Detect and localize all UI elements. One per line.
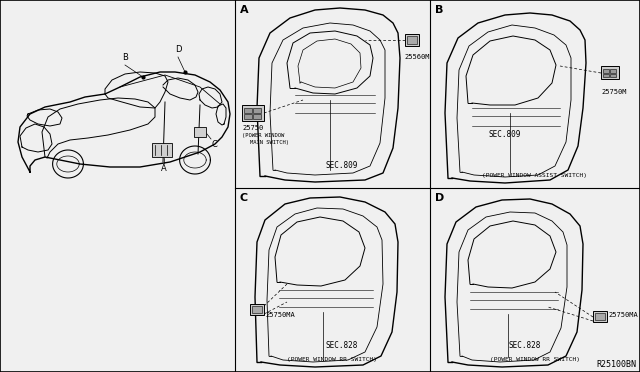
Bar bbox=[242, 105, 264, 121]
Bar bbox=[603, 74, 609, 77]
Bar bbox=[252, 306, 262, 313]
Bar bbox=[407, 36, 417, 44]
Text: SEC.828: SEC.828 bbox=[509, 341, 541, 350]
Text: SEC.828: SEC.828 bbox=[326, 341, 358, 350]
Bar bbox=[250, 304, 264, 315]
Text: (POWER WINDOW RR SWITCH): (POWER WINDOW RR SWITCH) bbox=[490, 357, 580, 362]
Text: SEC.809: SEC.809 bbox=[326, 161, 358, 170]
Text: C: C bbox=[212, 140, 218, 149]
Bar bbox=[595, 313, 605, 320]
Text: D: D bbox=[435, 193, 444, 203]
Bar bbox=[194, 127, 206, 137]
Bar bbox=[405, 34, 419, 46]
Text: MAIN SWITCH): MAIN SWITCH) bbox=[250, 140, 289, 145]
Text: C: C bbox=[240, 193, 248, 203]
Text: B: B bbox=[122, 53, 128, 62]
Text: A: A bbox=[240, 5, 248, 15]
Text: (POWER WINDOW ASSIST SWITCH): (POWER WINDOW ASSIST SWITCH) bbox=[483, 173, 588, 178]
Bar bbox=[610, 74, 616, 77]
Bar bbox=[244, 114, 252, 119]
Text: A: A bbox=[161, 164, 167, 173]
Text: R25100BN: R25100BN bbox=[596, 360, 636, 369]
Bar bbox=[244, 108, 252, 113]
Bar bbox=[253, 108, 261, 113]
Text: 25750MA: 25750MA bbox=[265, 312, 295, 318]
Bar bbox=[152, 143, 172, 157]
Bar bbox=[253, 114, 261, 119]
Text: D: D bbox=[175, 45, 181, 54]
Bar bbox=[601, 66, 619, 79]
Text: (POWER WINDOW RR SWITCH): (POWER WINDOW RR SWITCH) bbox=[287, 357, 377, 362]
Text: 25750MA: 25750MA bbox=[608, 312, 637, 318]
Text: (POWER WINDOW: (POWER WINDOW bbox=[242, 133, 284, 138]
Bar bbox=[610, 69, 616, 73]
Text: 25750: 25750 bbox=[242, 125, 263, 131]
Bar bbox=[593, 311, 607, 322]
Text: SEC.809: SEC.809 bbox=[489, 130, 521, 139]
Text: 25560M: 25560M bbox=[404, 54, 429, 60]
Bar bbox=[603, 69, 609, 73]
Text: 25750M: 25750M bbox=[601, 89, 627, 95]
Text: B: B bbox=[435, 5, 444, 15]
